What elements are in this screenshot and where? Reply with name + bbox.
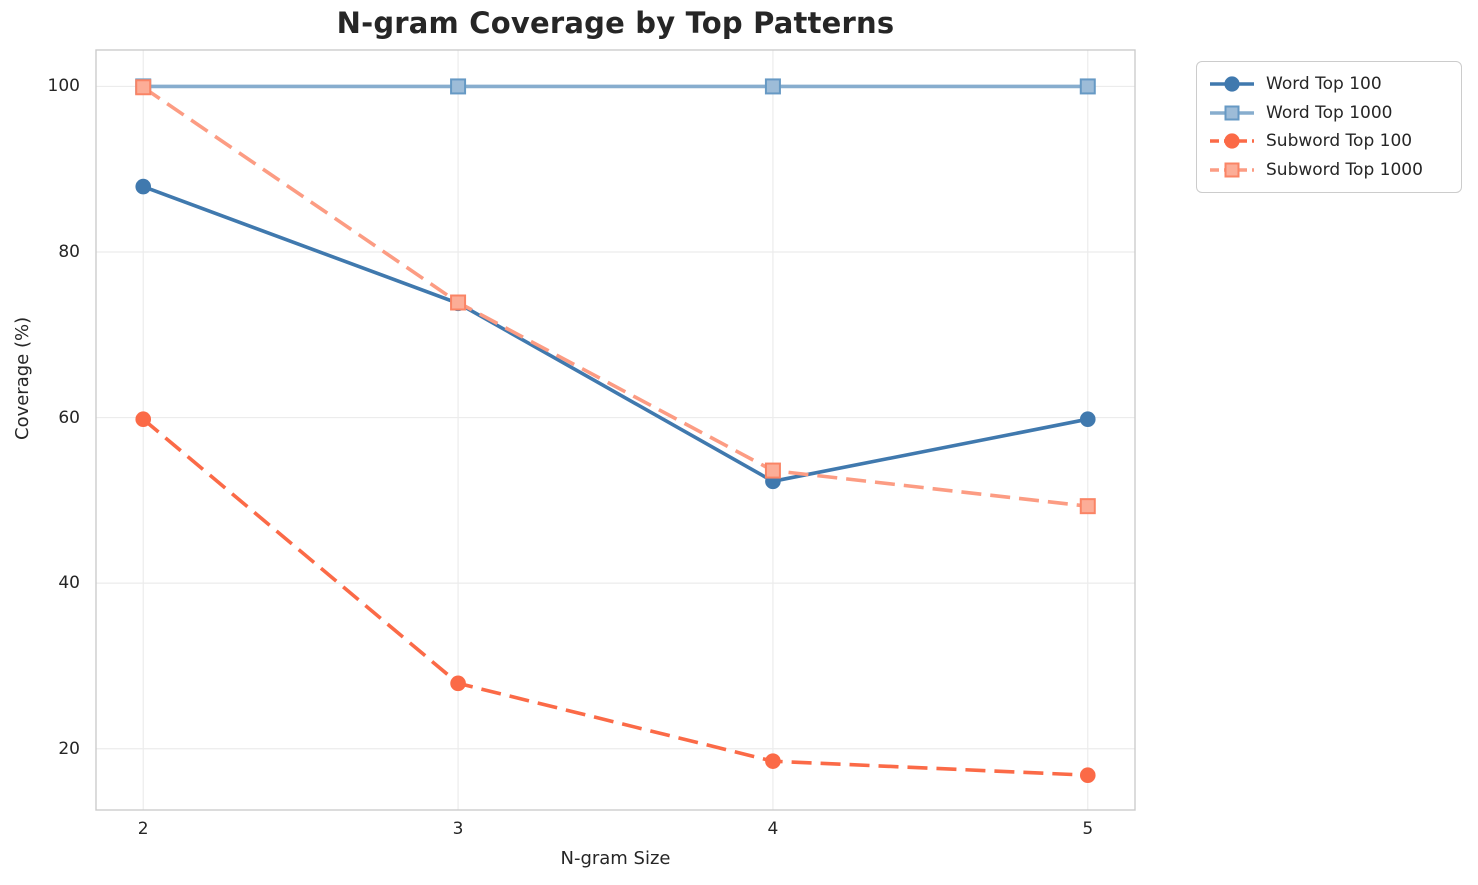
- y-tick-label: 60: [58, 407, 80, 428]
- legend-item-subword-top-100: Subword Top 100: [1209, 131, 1449, 151]
- y-tick-label: 100: [47, 76, 80, 97]
- legend: Word Top 100 Word Top 1000 Subword Top 100…: [1196, 61, 1462, 193]
- x-tick-label: 5: [1082, 819, 1094, 839]
- legend-item-word-top-100: Word Top 100: [1209, 74, 1449, 94]
- legend-label: Subword Top 100: [1266, 131, 1413, 152]
- marker-subword-top-1000: [135, 79, 152, 96]
- marker-word-top-100: [1079, 411, 1096, 428]
- legend-label: Subword Top 1000: [1266, 159, 1423, 180]
- marker-word-top-1000: [450, 78, 467, 95]
- legend-square-marker-icon: [1209, 160, 1255, 180]
- x-tick-label: 3: [452, 819, 464, 839]
- y-tick-label: 40: [58, 573, 80, 594]
- marker-subword-top-1000: [1079, 498, 1096, 515]
- x-tick-label: 2: [137, 819, 149, 839]
- legend-item-subword-top-1000: Subword Top 1000: [1209, 160, 1449, 180]
- series-line-subword-top-100: [142, 417, 1088, 777]
- marker-word-top-1000: [764, 78, 781, 95]
- legend-label: Word Top 100: [1266, 74, 1382, 95]
- marker-subword-top-1000: [764, 462, 781, 479]
- marker-subword-top-1000: [450, 294, 467, 311]
- marker-word-top-1000: [1079, 78, 1096, 95]
- series-line-word-top-100: [142, 184, 1089, 484]
- legend-circle-marker-icon: [1209, 74, 1255, 94]
- marker-subword-top-100: [1079, 767, 1096, 784]
- x-tick-label: 4: [767, 819, 779, 839]
- y-tick-label: 80: [58, 242, 80, 262]
- legend-item-word-top-1000: Word Top 1000: [1209, 103, 1449, 123]
- legend-square-marker-icon: [1209, 103, 1255, 123]
- legend-label: Word Top 1000: [1266, 102, 1393, 123]
- legend-circle-marker-icon: [1209, 131, 1255, 151]
- marker-subword-top-100: [765, 753, 781, 769]
- x-axis-label: N-gram Size: [560, 848, 671, 869]
- chart-title: N-gram Coverage by Top Patterns: [336, 6, 895, 40]
- marker-subword-top-100: [450, 675, 466, 692]
- marker-subword-top-100: [135, 411, 152, 428]
- plot-border: [95, 49, 1136, 811]
- marker-word-top-100: [135, 178, 152, 195]
- series-line-subword-top-1000: [142, 85, 1089, 508]
- y-tick-label: 20: [58, 738, 80, 759]
